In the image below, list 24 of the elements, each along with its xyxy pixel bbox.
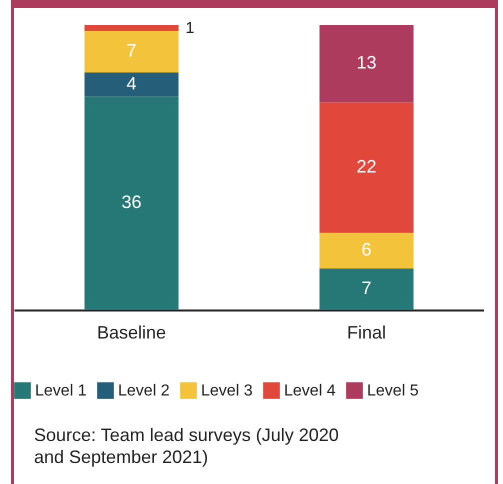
bar	[320, 232, 414, 268]
data-label: 4	[126, 73, 137, 94]
x-tick-label: Final	[346, 322, 386, 342]
data-label: 22	[356, 156, 377, 176]
legend-label: Level 1	[35, 382, 87, 400]
legend-label: Level 4	[284, 382, 336, 400]
data-label: 1	[186, 20, 194, 37]
legend-label: Level 2	[118, 382, 170, 400]
x-tick-label: Baseline	[96, 322, 166, 342]
data-label: 7	[126, 40, 137, 61]
data-label: 13	[356, 52, 377, 73]
bar	[84, 30, 178, 72]
legend-label: Level 3	[201, 382, 253, 400]
bar	[320, 25, 414, 102]
source-note: Source: Team lead surveys (July 2020 and September 2021)	[34, 424, 340, 468]
bar	[84, 25, 178, 31]
data-label: 7	[361, 278, 372, 298]
legend-label: Level 5	[367, 382, 419, 400]
bar	[320, 102, 414, 233]
data-label: 6	[361, 240, 372, 260]
bar	[320, 268, 414, 310]
data-label: 36	[121, 192, 142, 212]
bar	[84, 96, 178, 310]
bar	[84, 72, 178, 96]
